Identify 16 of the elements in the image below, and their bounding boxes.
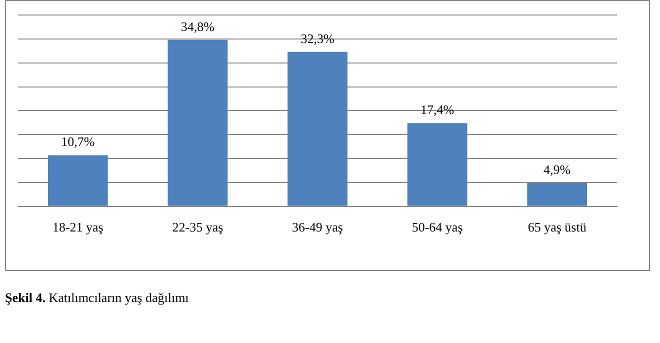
bar — [527, 182, 588, 206]
bar — [48, 155, 108, 206]
x-tick-label: 36-49 yaş — [292, 220, 343, 235]
bar — [288, 52, 348, 206]
x-tick-label: 50-64 yaş — [412, 220, 463, 235]
x-tick-label: 22-35 yaş — [172, 220, 224, 235]
x-tick-label: 18-21 yaş — [52, 220, 104, 235]
data-label: 10,7% — [61, 134, 95, 150]
data-label: 32,3% — [300, 30, 334, 46]
data-label: 4,9% — [544, 162, 571, 177]
bar — [407, 123, 468, 206]
x-tick-label: 65 yaş üstü — [528, 220, 587, 235]
bar — [168, 40, 228, 206]
data-label: 34,8% — [180, 18, 215, 34]
data-label: 17,4% — [420, 102, 454, 118]
text: Şekil 4. Katılımcıların yaş dağılımı — [5, 290, 189, 306]
